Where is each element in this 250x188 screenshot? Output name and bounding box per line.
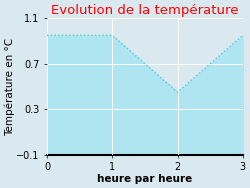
Y-axis label: Température en °C: Température en °C [4,38,15,136]
X-axis label: heure par heure: heure par heure [97,174,192,184]
Title: Evolution de la température: Evolution de la température [51,4,239,17]
